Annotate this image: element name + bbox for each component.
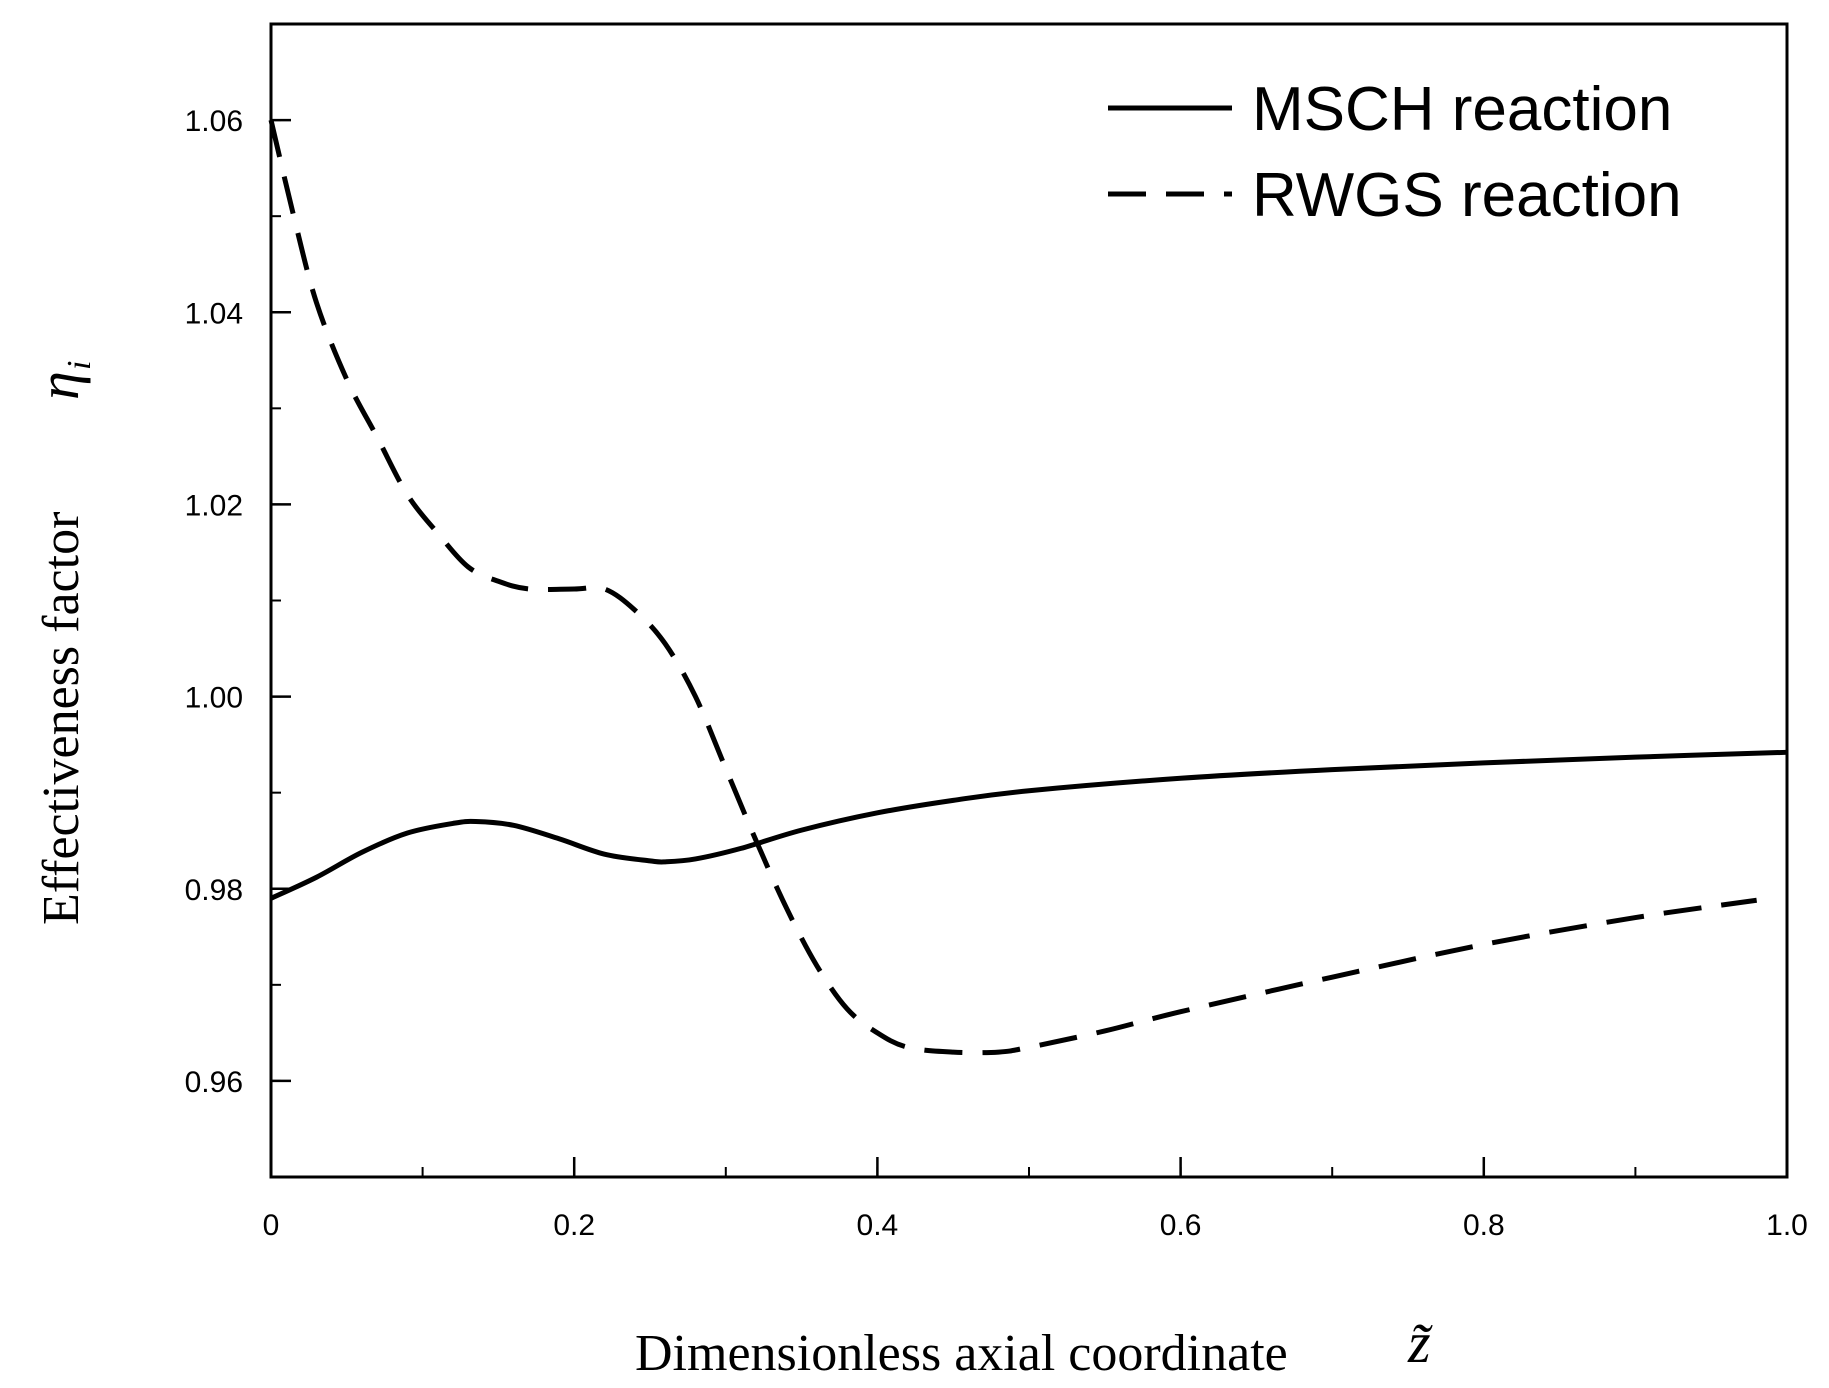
y-tick-label: 1.02 <box>185 489 243 522</box>
y-tick-label: 0.98 <box>185 874 243 907</box>
x-tick-label: 0.4 <box>857 1209 899 1242</box>
x-tick-label: 0 <box>263 1209 280 1242</box>
legend-label-rwgs: RWGS reaction <box>1252 161 1682 230</box>
y-axis-symbol-subscript: i <box>61 361 98 370</box>
y-tick-label: 1.00 <box>185 682 243 715</box>
x-axis-symbol: z̃ <box>1407 1310 1433 1375</box>
x-tick-label: 0.8 <box>1463 1209 1505 1242</box>
legend: MSCH reaction RWGS reaction <box>1108 75 1682 230</box>
axis-ticks: 0 0.2 0.4 0.6 0.8 1.0 0.96 0.98 1.00 1.02 1.04 1.06 <box>185 23 1808 1242</box>
series-line-msch <box>269 749 1788 901</box>
x-tick-label: 0.2 <box>553 1209 595 1242</box>
y-tick-label: 1.04 <box>185 297 243 330</box>
legend-label-msch: MSCH reaction <box>1252 75 1672 144</box>
x-tick-label: 1.0 <box>1766 1209 1808 1242</box>
x-tick-label: 0.6 <box>1160 1209 1202 1242</box>
y-axis-title: Effectiveness factor <box>33 512 90 925</box>
series-layer <box>268 119 1788 1056</box>
y-axis-symbol: η <box>26 371 91 400</box>
x-axis-title: Dimensionless axial coordinate <box>635 1325 1288 1382</box>
y-tick-label: 0.96 <box>185 1066 243 1099</box>
y-tick-label: 1.06 <box>185 105 243 138</box>
